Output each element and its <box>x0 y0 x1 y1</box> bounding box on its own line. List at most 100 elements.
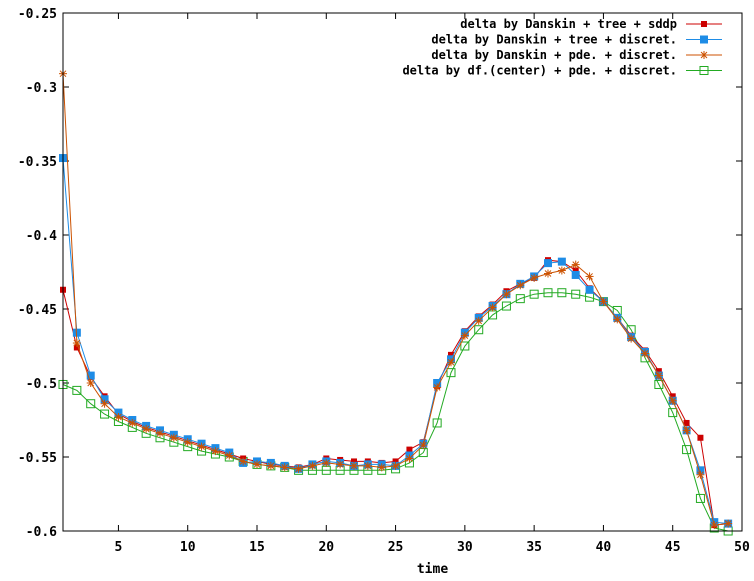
data-point <box>433 383 442 392</box>
data-point <box>72 385 82 395</box>
x-tick-label: 45 <box>665 540 681 555</box>
x-tick-label: 5 <box>115 540 123 555</box>
y-tick-label: -0.25 <box>18 7 57 22</box>
data-point <box>474 316 483 325</box>
data-point <box>474 325 484 335</box>
data-point <box>280 463 289 472</box>
data-point <box>377 463 386 472</box>
data-point <box>557 266 566 275</box>
data-point <box>114 408 123 417</box>
data-point <box>724 519 733 528</box>
y-tick-label: -0.5 <box>26 377 57 392</box>
data-point <box>696 470 705 479</box>
legend-item-4: delta by df.(center) + pde. + discret. <box>402 64 722 78</box>
data-point <box>613 315 622 324</box>
data-point <box>142 424 151 433</box>
data-point <box>86 379 95 387</box>
axis-ticks <box>63 12 743 532</box>
data-point <box>682 426 691 435</box>
legend: delta by Danskin + tree + sddp delta by D… <box>402 17 722 78</box>
data-point <box>697 434 704 441</box>
data-point <box>641 349 649 358</box>
legend-label: delta by df.(center) + pde. + discret. <box>402 64 677 78</box>
data-point <box>391 461 400 470</box>
data-point <box>211 447 220 456</box>
legend-label: delta by Danskin + tree + sddp <box>460 17 677 31</box>
y-tick-label: -0.35 <box>18 155 57 170</box>
data-point <box>571 270 580 279</box>
data-point <box>572 267 579 274</box>
data-point <box>100 399 109 408</box>
x-tick-label: 40 <box>596 540 612 555</box>
x-tick-label: 25 <box>388 540 404 555</box>
data-point <box>571 260 580 269</box>
legend-item-2: delta by Danskin + tree + discret. <box>431 33 722 47</box>
data-point <box>544 259 552 268</box>
data-point <box>668 396 677 405</box>
data-point <box>197 442 206 451</box>
data-point <box>501 301 511 311</box>
data-point <box>308 461 317 470</box>
data-point <box>447 358 455 367</box>
data-point <box>433 379 442 387</box>
data-point <box>460 341 470 351</box>
data-point <box>544 269 552 278</box>
y-tick-label: -0.55 <box>18 451 57 466</box>
data-point <box>557 257 566 266</box>
data-point <box>86 371 95 380</box>
data-point <box>183 438 192 447</box>
x-tick-label: 30 <box>457 540 473 555</box>
data-point <box>432 418 442 428</box>
data-point <box>585 272 594 281</box>
data-point <box>72 339 81 348</box>
x-axis-title: time <box>417 562 448 577</box>
data-point <box>696 466 705 475</box>
legend-label: delta by Danskin + tree + discret. <box>431 33 677 47</box>
data-point <box>336 460 345 469</box>
data-point <box>100 395 109 404</box>
data-point <box>585 285 594 294</box>
data-point <box>114 413 123 422</box>
data-point <box>571 289 581 299</box>
data-point <box>529 289 539 299</box>
data-point <box>351 458 357 465</box>
data-point <box>654 379 664 389</box>
data-point <box>419 441 428 450</box>
data-point <box>322 458 331 467</box>
data-point <box>100 409 110 419</box>
data-point <box>128 418 137 427</box>
series-layer <box>58 69 733 536</box>
data-point <box>225 451 234 460</box>
data-point <box>363 461 372 470</box>
data-point <box>516 281 525 290</box>
data-point <box>405 454 414 463</box>
y-tick-label: -0.4 <box>26 229 57 244</box>
legend-item-3: delta by Danskin + pde. + discret. <box>431 48 722 62</box>
data-point <box>557 288 567 298</box>
data-point <box>654 371 663 380</box>
data-point <box>86 399 96 409</box>
data-point <box>446 368 456 378</box>
legend-marker <box>701 21 707 27</box>
data-point <box>294 464 303 473</box>
data-point <box>460 331 469 340</box>
data-point <box>73 344 80 351</box>
data-point <box>448 351 454 358</box>
legend-marker <box>700 51 708 59</box>
series-3 <box>59 69 733 530</box>
y-tick-label: -0.6 <box>26 525 57 540</box>
x-tick-label: 20 <box>318 540 334 555</box>
data-point <box>515 294 525 304</box>
data-point <box>682 445 692 455</box>
legend-label: delta by Danskin + pde. + discret. <box>431 48 677 62</box>
data-point <box>655 368 662 375</box>
x-tick-label: 15 <box>249 540 265 555</box>
x-tick-label: 10 <box>180 540 196 555</box>
data-point <box>543 288 553 298</box>
data-point <box>169 433 178 442</box>
data-point <box>530 273 539 282</box>
tick-labels: 5 10 15 20 25 30 35 40 45 50 -0.6 -0.55 -0.5 -0.45 -0.… <box>18 7 750 555</box>
legend-marker <box>699 66 709 75</box>
